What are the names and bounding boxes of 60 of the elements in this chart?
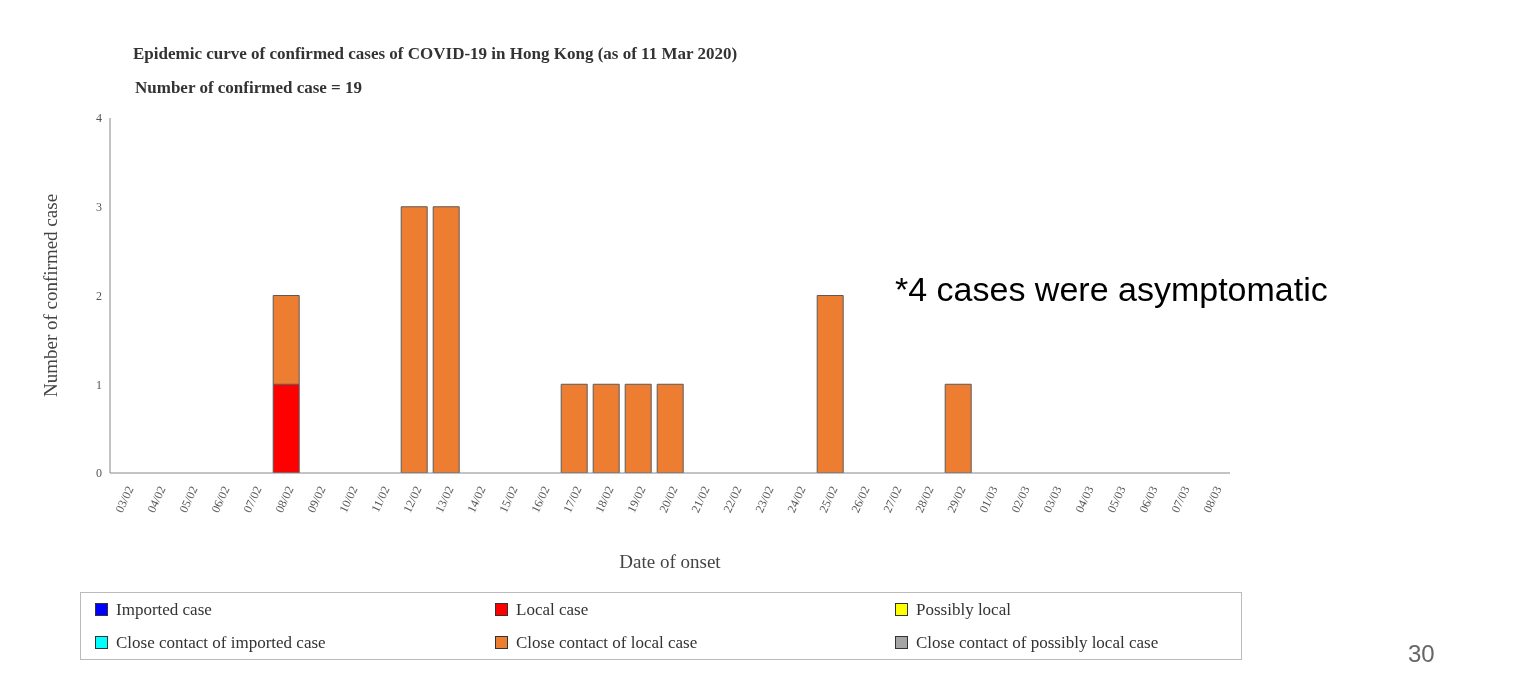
legend-label: Close contact of local case bbox=[516, 632, 698, 653]
x-tick-label: 21/02 bbox=[688, 483, 713, 515]
x-tick-label: 29/02 bbox=[944, 483, 969, 515]
x-tick-label: 17/02 bbox=[560, 483, 585, 515]
x-tick-label: 13/02 bbox=[432, 483, 457, 515]
x-tick-label: 06/03 bbox=[1136, 483, 1161, 515]
bar bbox=[400, 206, 428, 473]
x-tick-label: 03/02 bbox=[112, 483, 137, 515]
x-tick-label: 19/02 bbox=[624, 483, 649, 515]
y-tick-label: 0 bbox=[96, 466, 102, 481]
x-tick-label: 04/02 bbox=[144, 483, 169, 515]
x-tick-label: 03/03 bbox=[1040, 483, 1065, 515]
bar bbox=[560, 383, 588, 473]
x-tick-label: 26/02 bbox=[848, 483, 873, 515]
x-tick-label: 20/02 bbox=[656, 483, 681, 515]
x-tick-label: 25/02 bbox=[816, 483, 841, 515]
x-tick-label: 12/02 bbox=[400, 483, 425, 515]
x-tick-label: 18/02 bbox=[592, 483, 617, 515]
text: 30 bbox=[1408, 640, 1435, 668]
x-tick-label: 08/02 bbox=[272, 483, 297, 515]
x-tick-label: 06/02 bbox=[208, 483, 233, 515]
x-tick-label: 27/02 bbox=[880, 483, 905, 515]
y-tick-label: 1 bbox=[96, 377, 102, 392]
x-tick-label: 15/02 bbox=[496, 483, 521, 515]
bar bbox=[656, 383, 684, 473]
x-tick-label: 05/02 bbox=[176, 483, 201, 515]
bar bbox=[592, 383, 620, 473]
x-tick-label: 11/02 bbox=[368, 483, 393, 515]
legend-label: Imported case bbox=[116, 599, 212, 620]
x-tick-label: 05/03 bbox=[1104, 483, 1129, 515]
x-tick-label: 22/02 bbox=[720, 483, 745, 515]
x-tick-label: 02/03 bbox=[1008, 483, 1033, 515]
legend-label: Possibly local bbox=[916, 599, 1011, 620]
x-tick-label: 07/03 bbox=[1168, 483, 1193, 515]
x-tick-label: 24/02 bbox=[784, 483, 809, 515]
legend-label: Close contact of possibly local case bbox=[916, 632, 1159, 653]
y-tick-label: 4 bbox=[96, 111, 102, 126]
y-axis-title: Number of confirmed case bbox=[39, 193, 61, 398]
x-tick-label: 14/02 bbox=[464, 483, 489, 515]
bar bbox=[432, 206, 460, 473]
x-axis-title: Date of onset bbox=[619, 551, 722, 572]
x-tick-label: 09/02 bbox=[304, 483, 329, 515]
x-tick-label: 08/03 bbox=[1200, 483, 1225, 515]
legend-label: Local case bbox=[516, 599, 589, 620]
x-tick-label: 10/02 bbox=[336, 483, 361, 515]
x-tick-label: 04/03 bbox=[1072, 483, 1097, 515]
x-tick-label: 28/02 bbox=[912, 483, 937, 515]
x-tick-label: 01/03 bbox=[976, 483, 1001, 515]
chart-title: Epidemic curve of confirmed cases of COVID-19 in Hong Kong (as of 11 Mar 2020) bbox=[133, 44, 738, 64]
y-tick-label: 2 bbox=[96, 288, 102, 303]
bar bbox=[944, 383, 972, 473]
x-tick-label: 23/02 bbox=[752, 483, 777, 515]
bar bbox=[624, 383, 652, 473]
x-tick-label: 07/02 bbox=[240, 483, 265, 515]
annotation: *4 cases were asymptomatic bbox=[895, 270, 1328, 309]
chart-subtitle: Number of confirmed case = 19 bbox=[135, 78, 363, 98]
legend-label: Close contact of imported case bbox=[116, 632, 326, 653]
bar bbox=[816, 295, 844, 473]
x-tick-label: 16/02 bbox=[528, 483, 553, 515]
y-tick-label: 3 bbox=[96, 200, 102, 215]
